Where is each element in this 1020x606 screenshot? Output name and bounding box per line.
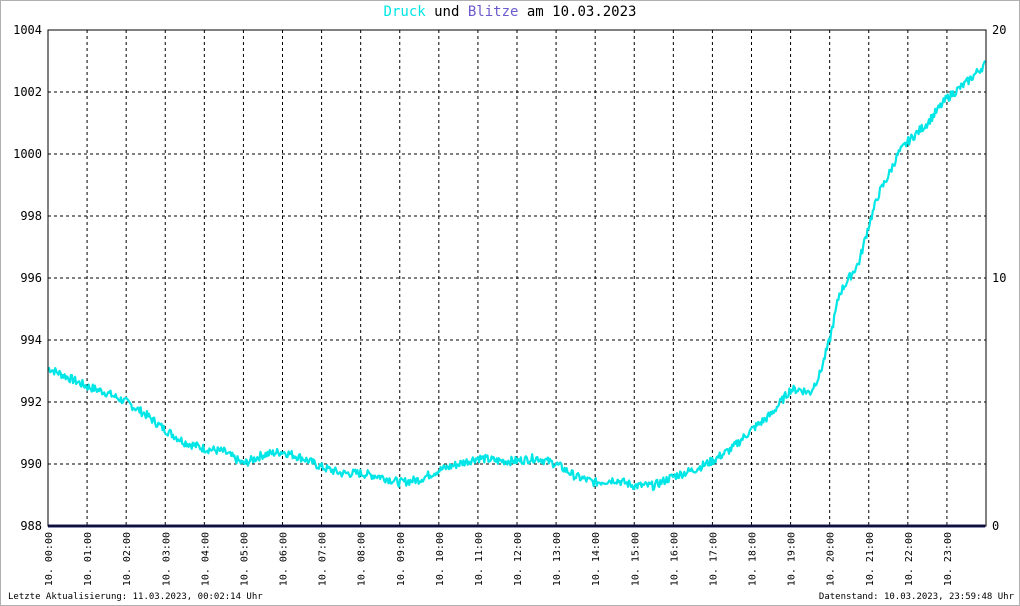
y2-tick-label: 0 xyxy=(992,519,999,533)
y-tick-label: 1004 xyxy=(13,23,42,37)
x-tick-label: 10. 00:00 xyxy=(44,532,55,586)
y2-tick-label: 10 xyxy=(992,271,1006,285)
title-blitze: Blitze xyxy=(467,4,519,20)
x-tick-label: 10. 15:00 xyxy=(630,532,641,586)
y-tick-label: 994 xyxy=(20,333,42,347)
chart-title: Druck und Blitze am 10.03.2023 xyxy=(0,4,1020,20)
y-tick-label: 998 xyxy=(20,209,42,223)
y-tick-label: 1002 xyxy=(13,85,42,99)
y-tick-label: 988 xyxy=(20,519,42,533)
x-tick-label: 10. 09:00 xyxy=(396,532,407,586)
x-tick-label: 10. 18:00 xyxy=(748,532,759,586)
x-tick-label: 10. 10:00 xyxy=(435,532,446,586)
x-tick-label: 10. 02:00 xyxy=(122,532,133,586)
x-tick-label: 10. 08:00 xyxy=(357,532,368,586)
x-tick-label: 10. 03:00 xyxy=(161,532,172,586)
druck-series-line xyxy=(47,60,987,492)
x-tick-label: 10. 13:00 xyxy=(552,532,563,586)
axis-layer: 988 990 992 994 996 998 1000 1002 1004 0 10 20 10. 0… xyxy=(13,23,1006,586)
y-tick-label: 990 xyxy=(20,457,42,471)
x-tick-label: 10. 22:00 xyxy=(904,532,915,586)
x-tick-label: 10. 04:00 xyxy=(200,532,211,586)
x-tick-label: 10. 14:00 xyxy=(591,532,602,586)
x-tick-label: 10. 07:00 xyxy=(318,532,329,586)
x-tick-label: 10. 01:00 xyxy=(83,532,94,586)
y-tick-label: 992 xyxy=(20,395,42,409)
y-tick-label: 1000 xyxy=(13,147,42,161)
grid-layer xyxy=(48,30,986,526)
x-tick-label: 10. 21:00 xyxy=(865,532,876,586)
plot-border xyxy=(47,29,987,527)
x-tick-label: 10. 23:00 xyxy=(943,532,954,586)
title-am: am xyxy=(526,4,544,20)
x-tick-label: 10. 12:00 xyxy=(513,532,524,586)
x-tick-label: 10. 05:00 xyxy=(239,532,250,586)
y-tick-label: 996 xyxy=(20,271,42,285)
x-tick-label: 10. 06:00 xyxy=(279,532,290,586)
title-und: und xyxy=(434,4,460,20)
title-date: 10.03.2023 xyxy=(552,4,637,20)
x-tick-label: 10. 19:00 xyxy=(787,532,798,586)
y2-tick-label: 20 xyxy=(992,23,1006,37)
x-tick-label: 10. 17:00 xyxy=(708,532,719,586)
title-druck: Druck xyxy=(383,4,426,20)
x-tick-label: 10. 11:00 xyxy=(474,532,485,586)
x-tick-label: 10. 20:00 xyxy=(826,532,837,586)
footer-data-status: Datenstand: 10.03.2023, 23:59:48 Uhr xyxy=(818,592,1014,602)
footer-last-update: Letzte Aktualisierung: 11.03.2023, 00:02… xyxy=(8,592,263,602)
x-tick-label: 10. 16:00 xyxy=(669,532,680,586)
